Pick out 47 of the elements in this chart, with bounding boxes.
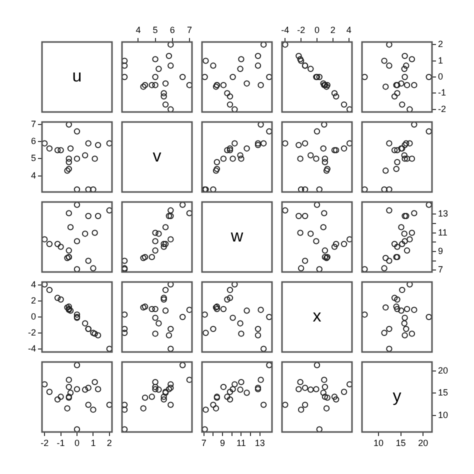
x-tick-label: 1	[90, 438, 96, 448]
text: w	[230, 226, 244, 246]
x-tick-label: 15	[396, 438, 406, 448]
x-tick-label: 6	[170, 25, 175, 36]
x-tick-label: 20	[418, 438, 428, 448]
x-tick-label: 2	[330, 25, 336, 36]
text: v	[152, 146, 162, 166]
x-tick-label: 7	[186, 25, 192, 36]
y-tick-label: 0	[30, 311, 36, 322]
y-tick-label: 1	[438, 55, 444, 66]
y-tick-label: 10	[438, 410, 448, 420]
y-tick-label: 6	[30, 136, 36, 146]
x-tick-label: 10	[373, 438, 384, 448]
x-tick-label: 5	[152, 25, 158, 36]
y-tick-label: 7	[30, 119, 36, 130]
y-tick-label: 2	[30, 296, 36, 306]
y-tick-label: 5	[30, 153, 36, 164]
x-tick-label: -1	[56, 438, 65, 448]
y-tick-label: 13	[438, 208, 448, 219]
y-tick-label: 7	[438, 264, 444, 275]
y-tick-label: -1	[438, 88, 446, 98]
x-tick-label: 7	[201, 438, 206, 448]
text: y	[392, 386, 402, 406]
y-tick-label: 4	[30, 170, 36, 180]
x-tick-label: 0	[74, 438, 80, 448]
x-tick-label: -4	[281, 25, 290, 36]
x-tick-label: 0	[314, 25, 320, 36]
x-tick-label: 13	[254, 438, 265, 448]
y-tick-label: 9	[438, 246, 444, 256]
x-tick-label: 9	[220, 438, 226, 448]
y-tick-label: -2	[28, 327, 36, 338]
text: x	[312, 306, 322, 326]
y-tick-label: 4	[30, 280, 36, 290]
x-tick-label: -2	[297, 25, 306, 36]
y-tick-label: 20	[438, 365, 448, 376]
y-tick-label: 0	[438, 71, 444, 82]
x-tick-label: 11	[236, 438, 246, 448]
text: u	[72, 66, 82, 86]
y-tick-label: -2	[438, 104, 446, 114]
y-tick-label: 11	[438, 227, 448, 238]
y-tick-label: 15	[438, 388, 448, 398]
x-tick-label: 4	[346, 25, 352, 36]
y-tick-label: 2	[438, 39, 444, 50]
y-tick-label: -4	[28, 343, 36, 354]
x-tick-label: 4	[136, 25, 141, 36]
x-tick-label: -2	[40, 438, 49, 448]
x-tick-label: 2	[106, 438, 112, 448]
